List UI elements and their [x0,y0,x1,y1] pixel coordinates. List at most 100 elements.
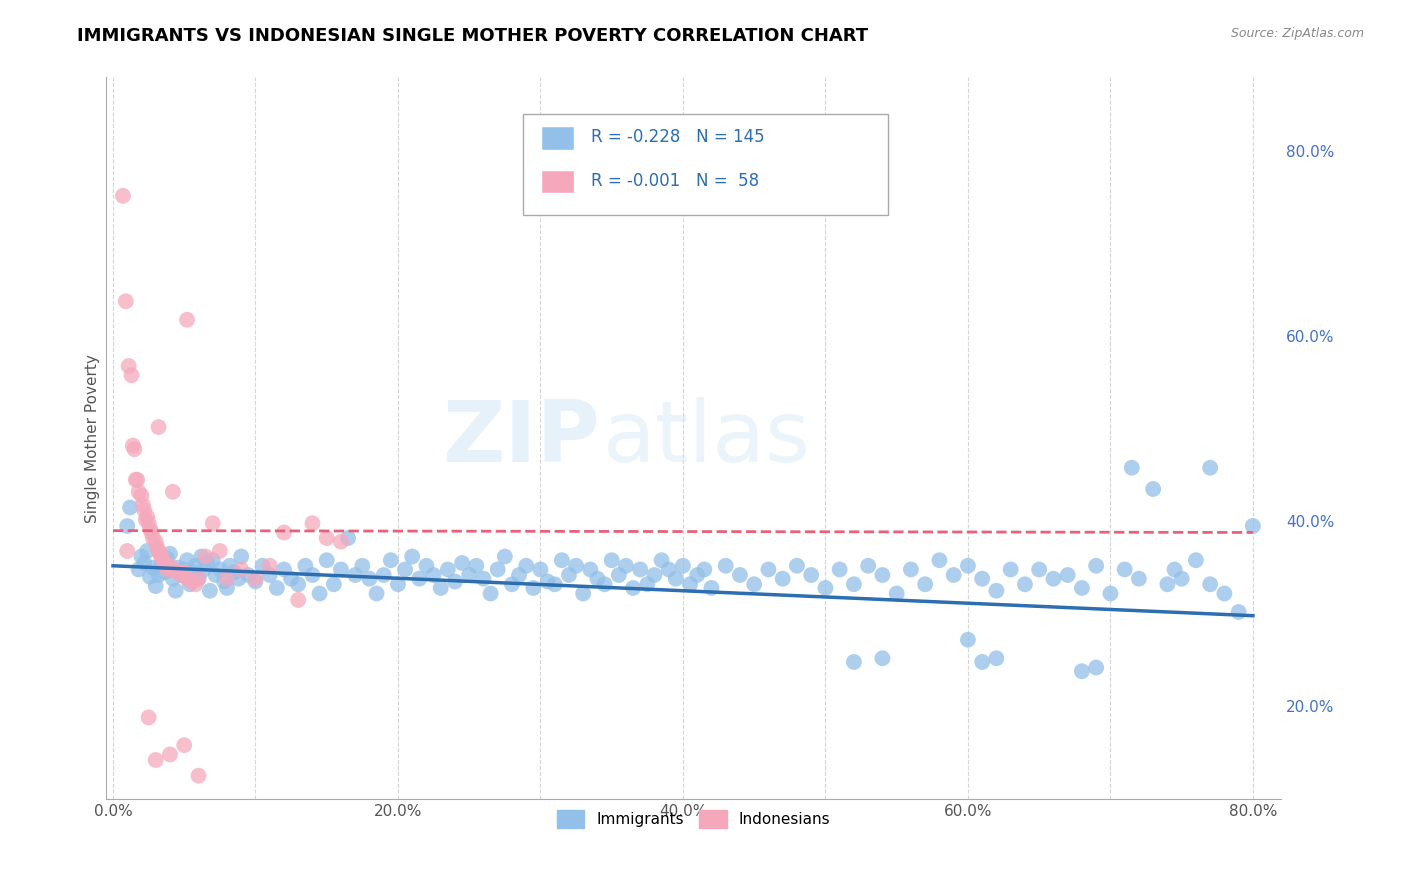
Point [142,560,165,574]
Point [215,572,238,586]
Point [1128,572,1150,586]
Point [401,549,423,564]
Point [658,562,681,576]
Point [1070,664,1092,678]
Point [173,562,195,576]
Point [693,562,716,576]
Point [150,549,173,564]
Point [176,553,198,567]
Point [218,558,240,573]
Point [742,577,765,591]
Point [195,556,218,570]
Point [956,558,979,573]
Point [1085,660,1108,674]
FancyBboxPatch shape [523,113,887,214]
Point [134,556,156,570]
Point [1042,572,1064,586]
Point [222,566,245,580]
Point [522,581,544,595]
Point [628,562,651,576]
Text: ZIP: ZIP [441,397,599,480]
Point [1085,558,1108,573]
Point [190,549,212,564]
Point [145,534,167,549]
Point [451,556,474,570]
Point [228,572,250,586]
Point [115,544,138,558]
Point [280,572,302,586]
Point [162,562,184,576]
Point [176,572,198,586]
Point [111,189,134,203]
Point [572,586,595,600]
Point [437,562,460,576]
Point [273,562,295,576]
Point [972,655,994,669]
Point [458,568,481,582]
Point [986,583,1008,598]
Point [201,516,224,531]
Point [162,572,184,586]
Point [124,442,146,457]
Point [900,562,922,576]
Point [1156,577,1178,591]
Point [153,566,176,580]
Point [184,558,207,573]
Point [315,553,337,567]
Point [621,581,644,595]
Point [600,553,623,567]
Point [181,566,204,580]
Y-axis label: Single Mother Poverty: Single Mother Poverty [86,354,100,523]
Point [928,553,950,567]
Point [636,577,658,591]
Point [148,544,170,558]
Point [308,586,330,600]
Point [856,558,879,573]
Point [1014,577,1036,591]
Point [208,562,231,576]
Point [132,498,155,512]
Point [259,568,281,582]
Point [204,568,226,582]
Point [494,549,516,564]
Point [501,577,523,591]
Point [152,553,174,567]
Point [173,566,195,580]
Point [155,558,177,573]
Point [180,574,202,589]
Point [156,562,179,576]
Point [115,519,138,533]
Point [679,577,702,591]
Point [515,558,537,573]
Point [159,747,181,762]
Point [198,583,221,598]
Point [162,484,184,499]
Point [212,574,235,589]
Point [231,562,253,576]
Point [201,553,224,567]
Point [1099,586,1122,600]
Point [614,558,637,573]
Point [1163,562,1185,576]
Point [579,562,602,576]
Point [700,581,723,595]
Point [565,558,588,573]
Point [187,572,209,586]
Point [344,568,367,582]
Point [231,549,253,564]
Point [145,579,167,593]
Text: R = -0.001   N =  58: R = -0.001 N = 58 [592,171,759,190]
Point [159,547,181,561]
FancyBboxPatch shape [541,127,574,150]
Point [193,562,215,576]
Point [643,568,665,582]
Point [141,525,163,540]
Point [131,488,153,502]
Point [529,562,551,576]
Point [315,531,337,545]
Point [179,577,201,591]
Point [942,568,965,582]
Point [165,583,187,598]
Point [139,570,162,584]
Point [266,581,288,595]
